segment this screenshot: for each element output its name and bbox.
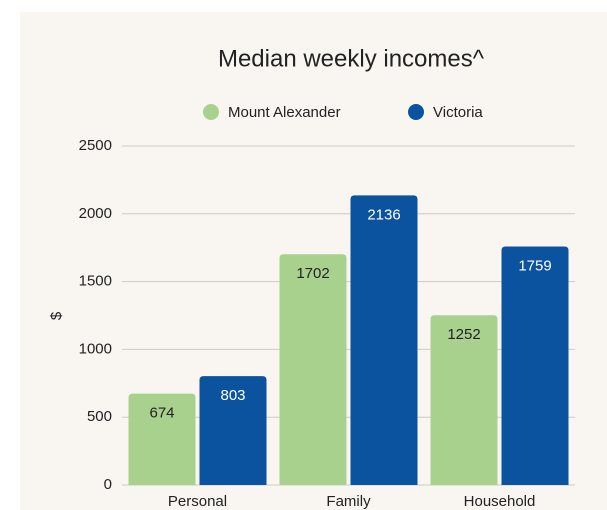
data-label: 1759 (518, 257, 551, 274)
x-tick-label: Personal (168, 493, 227, 510)
bar (350, 195, 418, 485)
y-tick-label: 1500 (79, 273, 112, 290)
bar (279, 254, 347, 485)
y-axis-label: $ (48, 311, 65, 320)
legend-swatch (408, 104, 424, 120)
x-tick-label: Household (464, 493, 536, 510)
y-tick-label: 2500 (79, 137, 112, 154)
bar (199, 376, 267, 485)
data-label: 1252 (447, 326, 480, 343)
bar (128, 393, 196, 485)
legend-label: Mount Alexander (228, 104, 341, 121)
bar (501, 246, 569, 485)
x-tick-label: Family (326, 493, 371, 510)
legend-swatch (203, 104, 219, 120)
data-label: 674 (149, 405, 174, 422)
y-tick-label: 2000 (79, 205, 112, 222)
chart-title: Median weekly incomes^ (218, 45, 485, 72)
bar (430, 315, 498, 485)
data-label: 803 (220, 387, 245, 404)
y-tick-label: 1000 (79, 340, 112, 357)
data-label: 2136 (367, 206, 400, 223)
legend-label: Victoria (433, 104, 483, 121)
y-tick-label: 500 (87, 408, 112, 425)
y-tick-label: 0 (104, 476, 112, 493)
data-label: 1702 (296, 265, 329, 282)
